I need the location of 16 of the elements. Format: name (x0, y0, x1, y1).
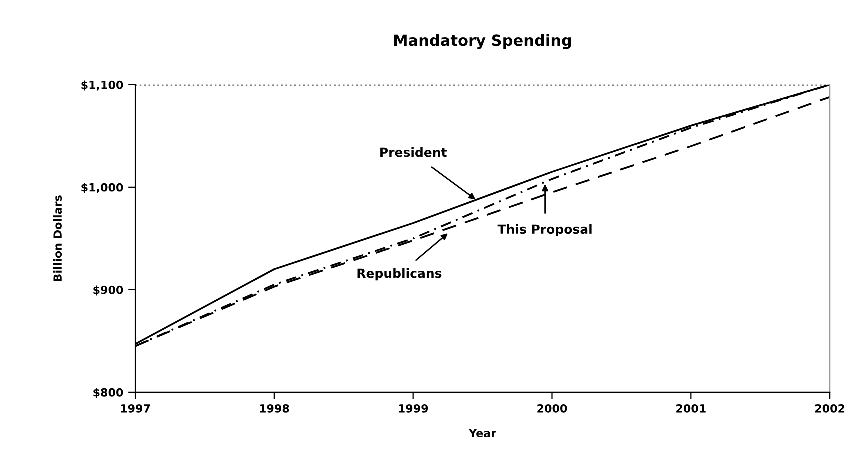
x-axis-title: Year (468, 429, 497, 438)
annotation: President (380, 148, 447, 158)
x-tick-label: 2000 (538, 404, 568, 413)
x-tick-label: 2002 (815, 404, 845, 413)
x-tick-label: 1997 (121, 404, 150, 413)
y-tick-label: $800 (94, 388, 124, 398)
x-tick-label: 1998 (260, 404, 290, 413)
x-tick-label: 2001 (676, 404, 706, 413)
y-tick-label: $1,100 (82, 80, 124, 91)
annotation: This Proposal (498, 224, 592, 237)
chart-title: Mandatory Spending (394, 34, 572, 50)
y-tick-label: $900 (94, 286, 124, 296)
y-tick-label: $1,000 (82, 183, 124, 194)
y-axis-title: Billion Dollars (53, 196, 62, 282)
x-tick-label: 1999 (399, 404, 428, 413)
annotation: Republicans (358, 268, 442, 281)
